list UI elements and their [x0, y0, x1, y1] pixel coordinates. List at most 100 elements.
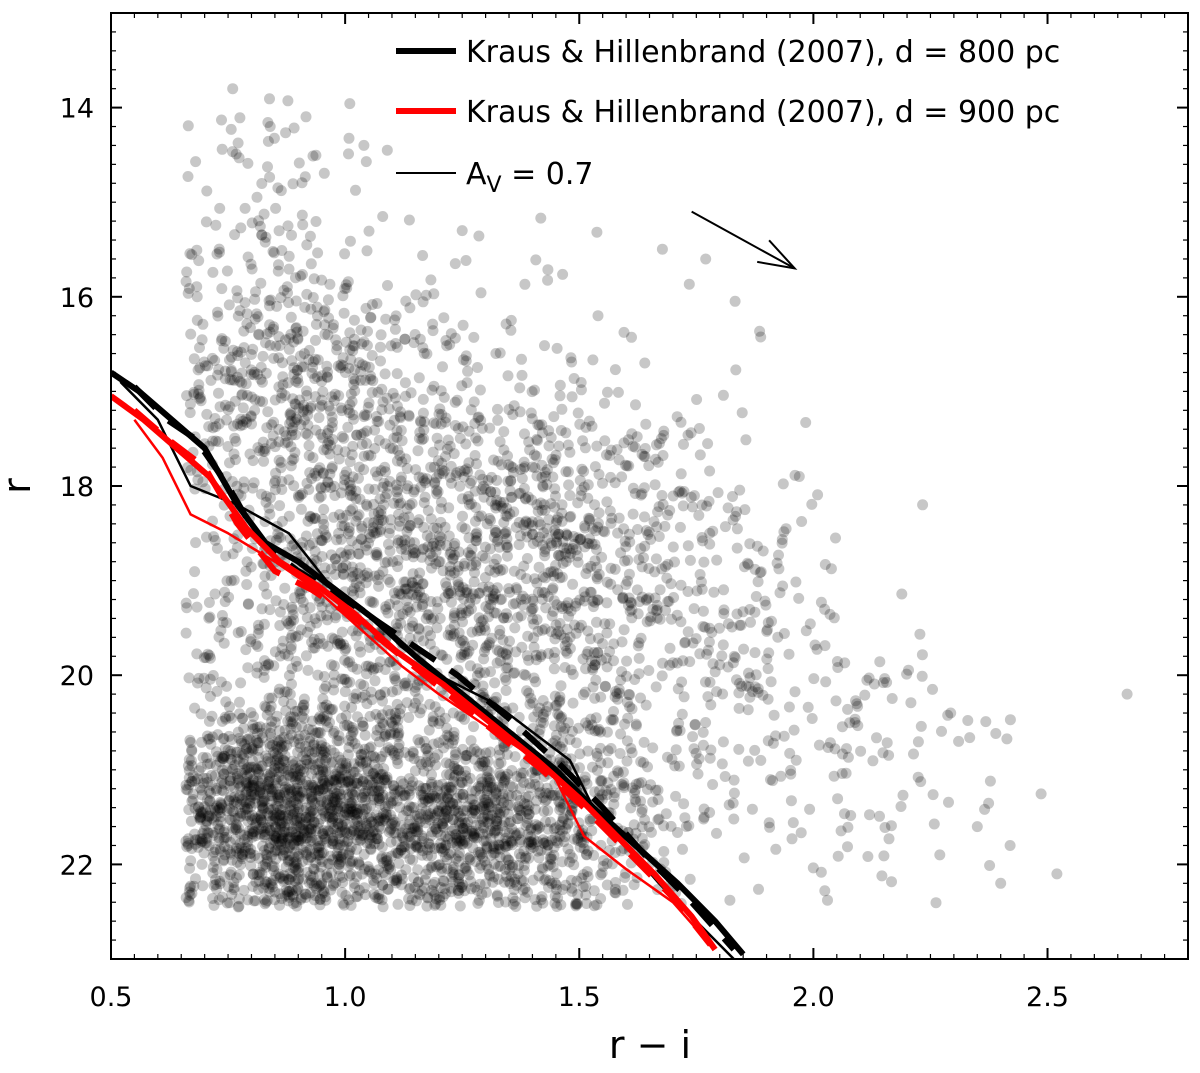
scatter-point [267, 784, 279, 795]
scatter-point [401, 483, 413, 495]
scatter-point [212, 729, 224, 741]
scatter-point [527, 538, 539, 549]
scatter-point [570, 737, 582, 749]
scatter-point [199, 801, 211, 813]
scatter-point [302, 664, 314, 676]
scatter-point [258, 829, 270, 841]
scatter-point [270, 821, 282, 833]
scatter-point [504, 635, 515, 647]
scatter-point [223, 710, 235, 722]
scatter-point [198, 672, 210, 684]
scatter-point [345, 899, 357, 911]
scatter-point [278, 844, 290, 856]
scatter-point [228, 882, 240, 894]
scatter-point [595, 726, 607, 738]
scatter-point [190, 537, 202, 549]
scatter-point [730, 510, 741, 522]
scatter-point [555, 680, 567, 692]
scatter-point [368, 875, 379, 886]
scatter-point [230, 454, 241, 466]
scatter-point [355, 533, 367, 545]
scatter-point [188, 588, 199, 600]
scatter-point [718, 584, 730, 596]
scatter-point [305, 801, 317, 813]
scatter-point [787, 817, 799, 829]
scatter-point [477, 760, 489, 772]
scatter-point [812, 489, 824, 501]
scatter-point [355, 749, 367, 760]
scatter-point [251, 308, 263, 320]
scatter-point [334, 762, 346, 774]
scatter-point [768, 709, 780, 721]
scatter-point [228, 795, 240, 807]
scatter-point [336, 819, 348, 831]
scatter-point [705, 744, 717, 756]
scatter-point [535, 649, 547, 661]
scatter-point [422, 891, 434, 903]
scatter-point [472, 412, 484, 424]
scatter-point [185, 737, 197, 748]
scatter-point [253, 869, 265, 881]
scatter-point [795, 827, 807, 839]
scatter-point [326, 461, 338, 473]
scatter-point [601, 496, 613, 508]
scatter-point [626, 703, 638, 715]
scatter-point [185, 855, 197, 867]
scatter-point [312, 758, 323, 770]
scatter-point [242, 803, 254, 815]
scatter-point [360, 757, 372, 768]
scatter-point [314, 711, 326, 723]
scatter-point [204, 690, 216, 702]
scatter-point [289, 416, 301, 428]
scatter-point [201, 816, 213, 828]
scatter-point [403, 893, 415, 905]
scatter-point [684, 656, 696, 668]
scatter-point [495, 795, 507, 806]
scatter-point [290, 757, 302, 769]
scatter-point [650, 605, 662, 617]
scatter-point [407, 747, 419, 759]
scatter-point [230, 845, 242, 857]
scatter-point [638, 450, 650, 462]
scatter-point [325, 802, 336, 814]
scatter-point [292, 377, 304, 389]
scatter-point [294, 764, 306, 776]
scatter-point [212, 804, 224, 816]
scatter-point [675, 468, 687, 480]
scatter-point [264, 770, 276, 782]
scatter-point [650, 681, 662, 693]
scatter-point [634, 596, 645, 608]
scatter-point [359, 889, 371, 901]
scatter-point [212, 369, 224, 381]
scatter-point [365, 370, 376, 382]
scatter-point [300, 811, 312, 823]
scatter-point [269, 755, 281, 767]
scatter-point [195, 708, 207, 720]
scatter-point [278, 875, 290, 887]
scatter-point [395, 820, 407, 832]
scatter-point [672, 683, 684, 695]
scatter-point [288, 839, 300, 851]
scatter-point [221, 265, 233, 277]
scatter-point [297, 778, 309, 790]
scatter-point [214, 807, 226, 819]
scatter-point [618, 780, 630, 792]
scatter-point [731, 674, 742, 686]
scatter-point [533, 561, 545, 573]
scatter-point [347, 808, 359, 820]
scatter-point [291, 787, 303, 799]
scatter-point [289, 814, 301, 826]
scatter-point [242, 841, 254, 853]
scatter-point [401, 463, 413, 474]
scatter-point [324, 858, 336, 870]
scatter-point [533, 419, 545, 431]
scatter-point [411, 810, 423, 822]
scatter-point [263, 776, 275, 788]
scatter-point [251, 869, 263, 881]
scatter-point [237, 712, 249, 724]
scatter-point [344, 676, 356, 688]
scatter-point [274, 760, 286, 772]
scatter-point [325, 549, 337, 561]
scatter-point [722, 502, 734, 514]
scatter-point [777, 478, 789, 490]
